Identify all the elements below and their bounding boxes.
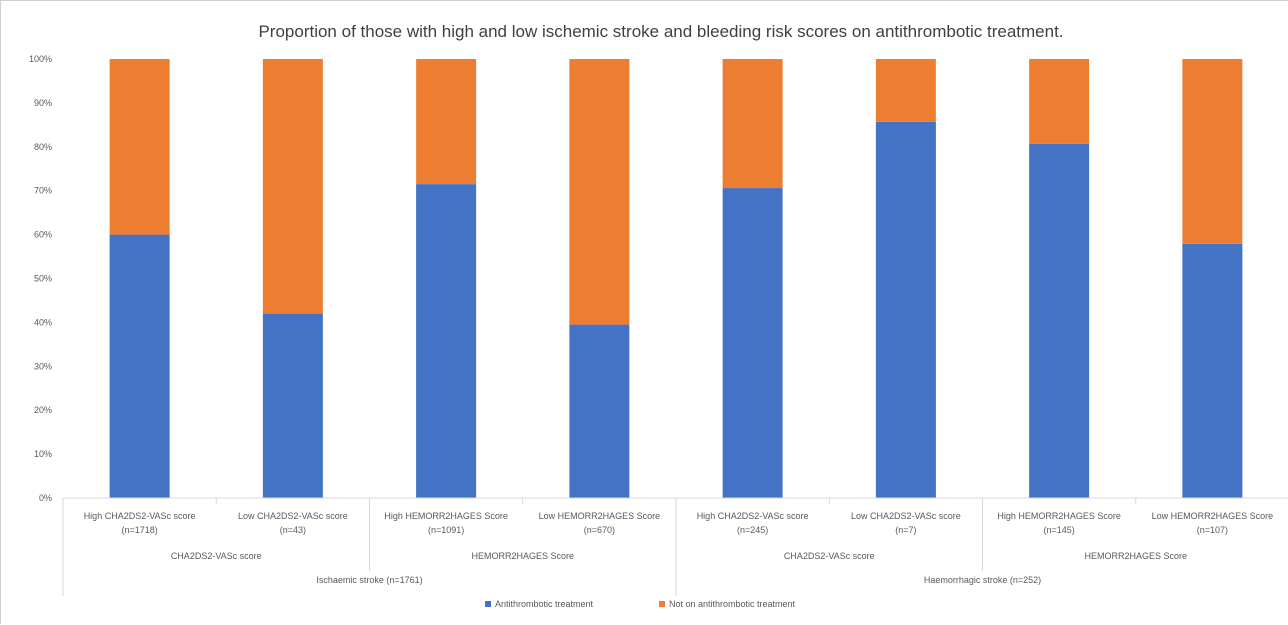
group-label: HEMORR2HAGES Score (1084, 551, 1187, 561)
group-label: CHA2DS2-VASc score (784, 551, 875, 561)
category-label: High CHA2DS2-VASc score (697, 511, 809, 521)
y-tick-label: 0% (39, 493, 52, 503)
bars (109, 59, 1243, 499)
bar-segment-not-antithrombotic (875, 59, 936, 122)
category-label: Low CHA2DS2-VASc score (851, 511, 961, 521)
category-label: Low HEMORR2HAGES Score (1152, 511, 1274, 521)
bar-segment-antithrombotic (875, 121, 936, 498)
y-axis: 0% 10% 20% 30% 40% 50% 60% 70% 80% 90% 100% (29, 54, 52, 503)
category-label: Low CHA2DS2-VASc score (238, 511, 348, 521)
bar-segment-antithrombotic (416, 184, 477, 499)
category-label: (n=245) (737, 525, 768, 535)
x-axis: High CHA2DS2-VASc score (n=1718) Low CHA2D… (62, 497, 1288, 596)
bar-segment-not-antithrombotic (262, 59, 323, 314)
legend-swatch (659, 601, 665, 607)
y-tick-label: 60% (34, 230, 52, 240)
bar-segment-not-antithrombotic (109, 59, 170, 235)
bar-segment-antithrombotic (1182, 243, 1243, 498)
bar-segment-antithrombotic (569, 324, 630, 498)
bar-segment-not-antithrombotic (569, 59, 630, 325)
y-tick-label: 100% (29, 54, 52, 64)
bar-segment-antithrombotic (109, 234, 170, 498)
legend: Antithrombotic treatment Not on antithrom… (485, 599, 796, 609)
category-label: (n=145) (1043, 525, 1074, 535)
category-label: (n=7) (895, 525, 916, 535)
legend-label: Antithrombotic treatment (495, 599, 594, 609)
category-label: (n=107) (1197, 525, 1228, 535)
stroke-type-label: Haemorrhagic stroke (n=252) (924, 575, 1041, 585)
category-label: High HEMORR2HAGES Score (384, 511, 508, 521)
stroke-type-label: Ischaemic stroke (n=1761) (316, 575, 422, 585)
bar-segment-not-antithrombotic (1029, 59, 1090, 144)
group-label: CHA2DS2-VASc score (171, 551, 262, 561)
bar-segment-not-antithrombotic (416, 59, 477, 185)
y-tick-label: 70% (34, 186, 52, 196)
category-label: (n=670) (584, 525, 615, 535)
category-label: (n=1718) (121, 525, 157, 535)
y-tick-label: 80% (34, 142, 52, 152)
bar-segment-antithrombotic (722, 188, 783, 499)
category-label: High HEMORR2HAGES Score (997, 511, 1121, 521)
y-tick-label: 40% (34, 317, 52, 327)
y-tick-label: 90% (34, 98, 52, 108)
y-tick-label: 20% (34, 405, 52, 415)
y-tick-label: 10% (34, 449, 52, 459)
bar-segment-antithrombotic (262, 313, 323, 498)
bar-segment-not-antithrombotic (1182, 59, 1243, 244)
legend-label: Not on antithrombotic treatment (669, 599, 796, 609)
group-label: HEMORR2HAGES Score (471, 551, 574, 561)
category-label: (n=1091) (428, 525, 464, 535)
category-label: (n=43) (280, 525, 306, 535)
bar-segment-antithrombotic (1029, 143, 1090, 499)
y-tick-label: 50% (34, 274, 52, 284)
y-tick-label: 30% (34, 361, 52, 371)
chart-title: Proportion of those with high and low is… (258, 22, 1063, 41)
bar-segment-not-antithrombotic (722, 59, 783, 189)
legend-swatch (485, 601, 491, 607)
category-label: Low HEMORR2HAGES Score (539, 511, 661, 521)
category-label: High CHA2DS2-VASc score (84, 511, 196, 521)
